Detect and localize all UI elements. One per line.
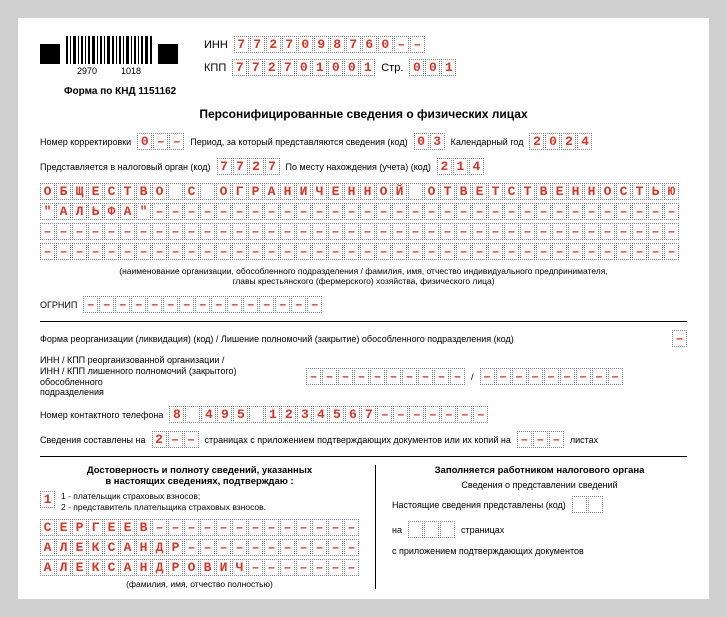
page-cells: 001: [409, 59, 456, 76]
black-square-left: [40, 44, 60, 64]
confirm-code-cell: 1: [40, 491, 55, 508]
period-label: Период, за который представляются сведен…: [190, 137, 407, 147]
row-correction: Номер корректировки 0–– Период, за котор…: [40, 133, 687, 150]
reorg-kpp-cells: –––––––––: [480, 368, 623, 385]
loc-label: По месту нахождения (учета) (код): [286, 162, 431, 172]
firstname-cells: АЛЕКСАНДР–––––––––––: [40, 539, 359, 556]
reorg-cells: –: [672, 330, 687, 347]
org-caption: (наименование организации, обособленного…: [40, 266, 687, 286]
org-name-block: ОБЩЕСТВОСОГРАНИЧЕННОЙОТВЕТСТВЕННОСТЬЮ "АЛ…: [40, 183, 687, 260]
surname-cells: СЕРГЕЕВ–––––––––––––: [40, 519, 359, 536]
org-line-2: ––––––––––––––––––––––––––––––––––––––––: [40, 223, 687, 240]
row-reorg-code: Форма реорганизации (ликвидация) (код) /…: [40, 330, 687, 347]
confirm-legend: 1 - плательщик страховых взносов; 2 - пр…: [61, 491, 266, 513]
loc-cells: 214: [437, 158, 484, 175]
form-code: Форма по КНД 1151162: [64, 86, 687, 97]
black-square-right: [158, 44, 178, 64]
reorg-label: Форма реорганизации (ликвидация) (код) /…: [40, 334, 666, 344]
phone-cells: 84951234567–––––––: [169, 406, 488, 423]
pages-label3: листах: [570, 435, 598, 445]
reorg-inn-kpp-label: ИНН / КПП реорганизованной организации /…: [40, 355, 300, 398]
confirm-column: Достоверность и полноту сведений, указан…: [40, 465, 359, 589]
page-title: Персонифицированные сведения о физически…: [40, 107, 687, 121]
year-cells: 2024: [529, 133, 592, 150]
patronymic-cells: АЛЕКСАНДРОВИЧ–––––––: [40, 559, 359, 576]
right-line2b: страницах: [461, 525, 504, 535]
corr-label: Номер корректировки: [40, 137, 131, 147]
tax-label: Представляется в налоговый орган (код): [40, 162, 211, 172]
pages-label1: Сведения составлены на: [40, 435, 146, 445]
org-line-0: ОБЩЕСТВОСОГРАНИЧЕННОЙОТВЕТСТВЕННОСТЬЮ: [40, 183, 687, 200]
barcode-num2: 1018: [121, 66, 141, 76]
row-ogrnip: ОГРНИП –––––––––––––––: [40, 296, 687, 313]
pages-label2: страницах с приложением подтверждающих д…: [205, 435, 511, 445]
page-label: Стр.: [381, 62, 403, 74]
inn-label: ИНН: [204, 39, 228, 51]
corr-cells: 0––: [137, 133, 184, 150]
pages-cells: 2––: [152, 431, 199, 448]
right-line2a: на: [392, 525, 402, 535]
fio-caption: (фамилия, имя, отчество полностью): [40, 579, 359, 589]
right-code2-cells: [408, 521, 455, 538]
barcode-icon: [66, 36, 152, 64]
tax-cells: 7727: [217, 158, 280, 175]
attach-cells: –––: [517, 431, 564, 448]
row-phone: Номер контактного телефона 84951234567––…: [40, 406, 687, 423]
barcode-block: 2970 1018: [40, 36, 178, 76]
tax-office-sub: Сведения о представлении сведений: [392, 480, 687, 490]
kpp-cells: 772701001: [232, 59, 375, 76]
right-line1-label: Настоящие сведения представлены (код): [392, 500, 566, 510]
header-row: 2970 1018 ИНН 7727098760–– КПП 772701001…: [40, 36, 687, 76]
reorg-inn-cells: ––––––––––: [306, 368, 465, 385]
org-line-1: "АЛЬФА"–––––––––––––––––––––––––––––––––: [40, 203, 687, 220]
row-reorg-inn-kpp: ИНН / КПП реорганизованной организации /…: [40, 355, 687, 398]
kpp-label: КПП: [204, 62, 226, 74]
tax-form-page: 2970 1018 ИНН 7727098760–– КПП 772701001…: [18, 18, 709, 599]
tax-office-title: Заполняется работником налогового органа: [392, 465, 687, 476]
right-line3: с приложением подтверждающих документов: [392, 546, 584, 556]
barcode-num1: 2970: [77, 66, 97, 76]
org-line-3: ––––––––––––––––––––––––––––––––––––––––: [40, 243, 687, 260]
row-tax-authority: Представляется в налоговый орган (код) 7…: [40, 158, 687, 175]
year-label: Календарный год: [451, 137, 524, 147]
ogrnip-cells: –––––––––––––––: [83, 296, 322, 313]
period-cells: 03: [414, 133, 445, 150]
ogrnip-label: ОГРНИП: [40, 300, 77, 310]
tax-office-column: Заполняется работником налогового органа…: [392, 465, 687, 589]
inn-cells: 7727098760––: [234, 36, 425, 53]
inn-kpp-block: ИНН 7727098760–– КПП 772701001 Стр. 001: [204, 36, 456, 76]
bottom-section: Достоверность и полноту сведений, указан…: [40, 465, 687, 589]
row-pages: Сведения составлены на 2–– страницах с п…: [40, 431, 687, 448]
phone-label: Номер контактного телефона: [40, 410, 163, 420]
confirm-title: Достоверность и полноту сведений, указан…: [40, 465, 359, 487]
right-code1-cells: [572, 496, 603, 513]
